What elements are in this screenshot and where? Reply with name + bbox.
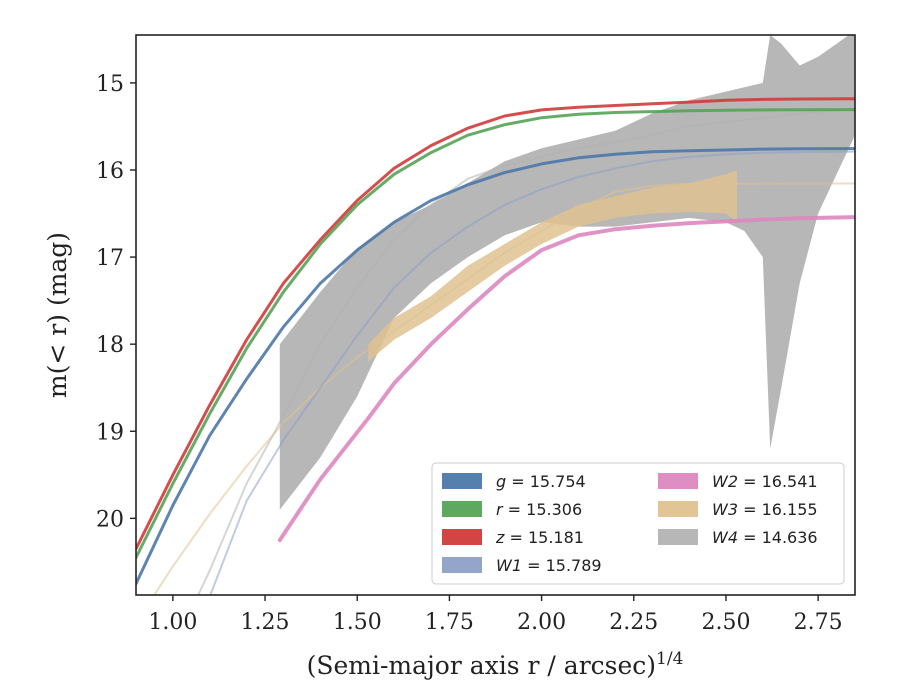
- series-line-r: [136, 108, 855, 560]
- legend-label-r: r = 15.306: [496, 500, 582, 519]
- legend-label-w4: W4 = 14.636: [712, 528, 818, 547]
- legend-label-w1: W1 = 15.789: [496, 556, 602, 575]
- x-axis-label: (Semi-major axis r / arcsec)1/4: [307, 649, 684, 680]
- y-tick-label: 16: [96, 159, 124, 184]
- y-tick-label: 15: [96, 72, 124, 97]
- y-axis-label: m(< r) (mag): [43, 232, 72, 398]
- legend-swatch-w3: [658, 501, 698, 517]
- legend-swatch-w1: [442, 557, 482, 573]
- legend-swatch-w2: [658, 473, 698, 489]
- series-line-w1: [209, 150, 855, 595]
- x-tick-label: 2.00: [517, 610, 566, 635]
- y-tick-label: 19: [96, 420, 124, 445]
- y-tick-label: 18: [96, 333, 124, 358]
- y-tick-label: 17: [96, 246, 124, 271]
- legend-swatch-z: [442, 529, 482, 545]
- x-tick-label: 1.00: [148, 610, 197, 635]
- series-line-w4: [197, 108, 855, 595]
- legend-swatch-w4: [658, 529, 698, 545]
- legend-box: [431, 462, 845, 585]
- x-tick-label: 1.25: [241, 610, 290, 635]
- legend-label-w3: W3 = 16.155: [712, 500, 818, 519]
- band-w3: [368, 170, 737, 362]
- legend-label-g: g = 15.754: [496, 472, 586, 491]
- legend: g = 15.754 r = 15.306 z = 15.181 W1 = 15.78…: [431, 462, 845, 585]
- x-tick-label: 1.50: [333, 610, 382, 635]
- plot-frame: [135, 34, 856, 596]
- x-tick-label: 1.75: [425, 610, 474, 635]
- legend-swatch-g: [442, 473, 482, 489]
- x-axis-label-superscript: 1/4: [656, 649, 683, 669]
- series-line-z: [136, 97, 855, 551]
- x-tick-label: 2.50: [701, 610, 750, 635]
- series-line-w3: [152, 182, 855, 595]
- legend-label-z: z = 15.181: [495, 528, 584, 547]
- x-axis: 1.00 1.25 1.50 1.75 2.00 2.25 2.50 2.75: [148, 595, 843, 635]
- series-line-w2: [277, 215, 855, 543]
- band-w4: [279, 35, 855, 510]
- x-axis-label-text: (Semi-major axis r / arcsec): [307, 651, 656, 680]
- legend-swatch-r: [442, 501, 482, 517]
- series-line-g: [136, 147, 855, 586]
- y-axis: 15 16 17 18 19 20: [96, 72, 136, 532]
- legend-label-w2: W2 = 16.541: [712, 472, 818, 491]
- x-tick-label: 2.25: [609, 610, 658, 635]
- y-tick-label: 20: [96, 507, 124, 532]
- lines-layer: [136, 97, 855, 595]
- x-tick-label: 2.75: [794, 610, 843, 635]
- bands-layer: [279, 35, 855, 510]
